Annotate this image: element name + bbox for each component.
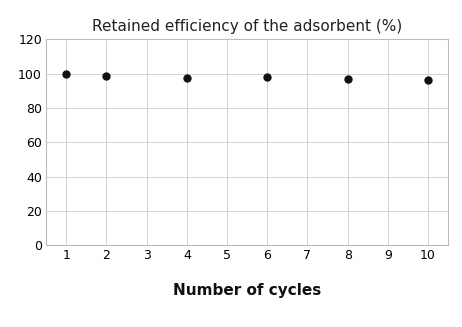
Point xyxy=(344,77,352,82)
Point xyxy=(62,72,70,77)
Point xyxy=(263,75,271,80)
Title: Retained efficiency of the adsorbent (%): Retained efficiency of the adsorbent (%) xyxy=(92,19,402,34)
X-axis label: Number of cycles: Number of cycles xyxy=(173,283,321,298)
Point xyxy=(183,75,191,80)
Point xyxy=(103,74,110,79)
Point xyxy=(425,77,432,82)
